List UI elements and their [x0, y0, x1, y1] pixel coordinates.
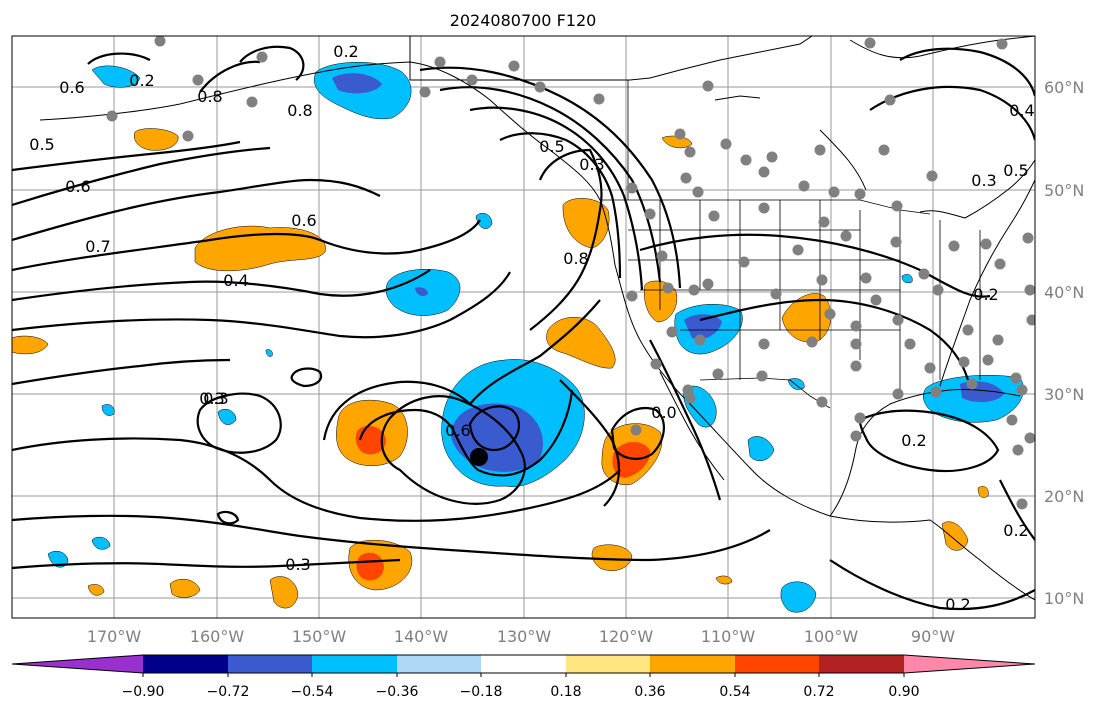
- colorbar-tick-label: −0.90: [122, 684, 165, 700]
- colorbar-tick-label: 0.72: [803, 684, 834, 700]
- contour-label: 0.3: [579, 155, 604, 174]
- graticule: [12, 36, 1035, 618]
- lon-label: 100°W: [804, 627, 859, 646]
- lat-label: 20°N: [1044, 487, 1084, 506]
- colorbar-tick-label: 0.90: [888, 684, 919, 700]
- contour-label: 0.3: [971, 171, 996, 190]
- colorbar-segment: [481, 655, 566, 673]
- latitude-labels: 60°N 50°N 40°N 30°N 20°N 10°N: [1044, 78, 1084, 608]
- colorbar-segment: [819, 655, 904, 673]
- longitude-labels: 170°W 160°W 150°W 140°W 130°W 120°W 110°…: [87, 627, 955, 646]
- colorbar-segment: [735, 655, 819, 673]
- contour-lines: [12, 45, 1035, 611]
- lon-label: 170°W: [87, 627, 142, 646]
- lon-label: 120°W: [599, 627, 654, 646]
- colorbar-extend-low: [12, 655, 143, 673]
- lat-label: 30°N: [1044, 385, 1084, 404]
- map-area: 0.2 0.6 0.2 0.8 0.8 0.5 0.6 0.7 0.6 0.4 …: [12, 36, 1035, 618]
- station-markers: [106, 36, 1035, 510]
- lat-label: 40°N: [1044, 283, 1084, 302]
- contour-label: 0.6: [445, 421, 470, 440]
- colorbar-extend-high: [904, 655, 1035, 673]
- lon-label: 160°W: [190, 627, 245, 646]
- colorbar-tick-label: −0.54: [291, 684, 334, 700]
- colorbar-tick-label: 0.18: [550, 684, 581, 700]
- contour-label: 0.2: [901, 431, 926, 450]
- lon-label: 110°W: [701, 627, 756, 646]
- colorbar-tick-label: −0.36: [376, 684, 419, 700]
- colorbar-segment: [143, 655, 228, 673]
- lon-label: 130°W: [497, 627, 552, 646]
- contour-label: 0.8: [197, 87, 222, 106]
- contour-label: 0.6: [65, 177, 90, 196]
- lat-label: 60°N: [1044, 78, 1084, 97]
- contour-label: 0.8: [563, 249, 588, 268]
- lat-label: 10°N: [1044, 589, 1084, 608]
- contour-label: 0.5: [1003, 161, 1028, 180]
- contour-label: 0.3: [285, 555, 310, 574]
- lon-label: 150°W: [292, 627, 347, 646]
- colorbar-segment: [228, 655, 312, 673]
- colorbar-tick-label: 0.36: [634, 684, 665, 700]
- contour-label: 0.6: [291, 211, 316, 230]
- contour-label: 0.2: [945, 595, 970, 614]
- contour-label: 0.3: [203, 389, 228, 408]
- contour-label: 0.7: [85, 237, 110, 256]
- colorbar-ticks: −0.90 −0.72 −0.54 −0.36 −0.18 0.18 0.36 …: [122, 684, 920, 700]
- colorbar-tick-label: 0.54: [719, 684, 750, 700]
- colorbar-segment: [566, 655, 650, 673]
- contour-label: 0.5: [539, 137, 564, 156]
- colorbar-segment: [312, 655, 397, 673]
- lat-label: 50°N: [1044, 181, 1084, 200]
- contour-label: 0.2: [1003, 521, 1028, 540]
- map-title: 2024080700 F120: [450, 11, 597, 30]
- map-frame: [11, 35, 1036, 619]
- contour-label: 0.8: [287, 101, 312, 120]
- colorbar-tick-label: −0.18: [460, 684, 503, 700]
- colorbar-tick-label: −0.72: [207, 684, 250, 700]
- contour-label: 0.6: [59, 78, 84, 97]
- contour-label: 0.2: [333, 42, 358, 61]
- lon-label: 90°W: [911, 627, 955, 646]
- contour-label: 0.3: [199, 389, 224, 408]
- contour-label: 0.4: [223, 271, 248, 290]
- colorbar-segment: [397, 655, 481, 673]
- colorbar: [11, 654, 1036, 677]
- contour-label: 0.0: [651, 403, 676, 422]
- contour-label: 0.2: [129, 71, 154, 90]
- colorbar-segment: [650, 655, 735, 673]
- lon-label: 140°W: [394, 627, 449, 646]
- contour-label: 0.4: [1009, 101, 1034, 120]
- political-borders: [600, 80, 981, 409]
- contour-label-group: 0.2 0.6 0.2 0.8 0.8 0.5 0.6 0.7 0.6 0.4 …: [29, 42, 1034, 614]
- storm-center-marker: [470, 448, 488, 466]
- contour-label: 0.2: [973, 285, 998, 304]
- contour-label: 0.5: [29, 135, 54, 154]
